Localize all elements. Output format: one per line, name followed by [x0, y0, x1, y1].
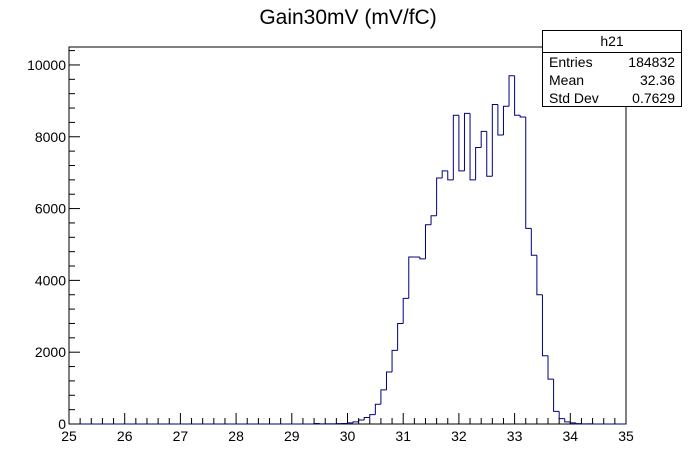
histogram-bin: [497, 104, 504, 136]
y-tick-label: 10000: [27, 57, 66, 73]
histogram-bin: [358, 419, 365, 422]
y-tick-label: 6000: [35, 201, 66, 217]
histogram-bin: [452, 114, 459, 180]
histogram-bin: [441, 170, 448, 179]
y-tick-label: 4000: [35, 272, 66, 288]
histogram-bin: [397, 322, 404, 351]
chart-title: Gain30mV (mV/fC): [259, 6, 437, 29]
histogram-bin: [402, 297, 409, 324]
x-tick-label: 34: [563, 428, 579, 444]
histogram-bin: [424, 224, 432, 259]
histogram-bin: [569, 421, 576, 424]
x-tick-label: 32: [451, 428, 467, 444]
histogram-bin: [519, 115, 526, 118]
y-tick-label: 2000: [35, 344, 66, 360]
histogram-bin: [480, 130, 487, 148]
histogram-bin: [553, 379, 560, 412]
stats-entries-label: Entries: [549, 54, 593, 70]
histogram-bin: [502, 105, 510, 135]
histogram-bin: [458, 115, 465, 172]
histogram-bin: [508, 75, 515, 107]
histogram-bin: [447, 170, 454, 181]
histogram-bin: [363, 417, 370, 421]
x-tick-label: 29: [284, 428, 300, 444]
histogram-bin: [514, 75, 521, 116]
y-tick-label: 0: [58, 416, 66, 432]
stats-mean-row: Mean 32.36: [543, 71, 681, 89]
histogram-bin: [385, 371, 393, 390]
histogram-bin: [352, 421, 359, 423]
stats-histogram-name: h21: [543, 31, 681, 53]
x-tick-label: 27: [173, 428, 189, 444]
y-tick-label: 8000: [35, 129, 66, 145]
x-tick-label: 31: [395, 428, 411, 444]
histogram-bin: [463, 112, 471, 171]
stats-stddev-value: 0.7629: [632, 90, 675, 106]
histogram-bin: [347, 422, 354, 424]
x-tick-label: 28: [228, 428, 244, 444]
histogram-bin: [430, 215, 437, 225]
histogram-bin: [491, 103, 498, 177]
histogram-bin: [547, 355, 554, 380]
histogram-bin: [313, 422, 320, 424]
histogram-bin: [536, 255, 543, 296]
x-tick-label: 30: [340, 428, 356, 444]
stats-entries-row: Entries 184832: [543, 53, 681, 71]
histogram-bin: [369, 414, 376, 418]
x-tick-label: 26: [117, 428, 133, 444]
stats-stddev-label: Std Dev: [549, 90, 599, 106]
histogram-bin: [486, 131, 493, 177]
histogram-bin: [469, 113, 476, 181]
histogram-bin: [419, 257, 426, 260]
histogram-bin: [525, 117, 532, 229]
x-tick-label: 33: [507, 428, 523, 444]
histogram-bin: [380, 389, 387, 405]
stats-mean-value: 32.36: [639, 72, 675, 88]
histogram-bin: [475, 147, 482, 180]
histogram-bin: [391, 349, 398, 372]
stats-mean-label: Mean: [549, 72, 585, 88]
histogram-bin: [541, 294, 549, 357]
stats-entries-value: 184832: [628, 54, 675, 70]
stats-stddev-row: Std Dev 0.7629: [543, 89, 681, 107]
histogram-bin: [558, 411, 565, 420]
histogram-bin: [575, 422, 582, 425]
histogram-bin: [374, 403, 381, 415]
histogram-bin: [436, 177, 443, 216]
x-tick-label: 35: [618, 428, 634, 444]
stats-box: h21 Entries 184832 Mean 32.36 Std Dev 0.…: [542, 30, 682, 107]
histogram-bin: [530, 228, 537, 256]
x-tick-label: 25: [61, 428, 77, 444]
histogram-bin: [564, 418, 571, 423]
histogram-bin: [408, 256, 415, 299]
